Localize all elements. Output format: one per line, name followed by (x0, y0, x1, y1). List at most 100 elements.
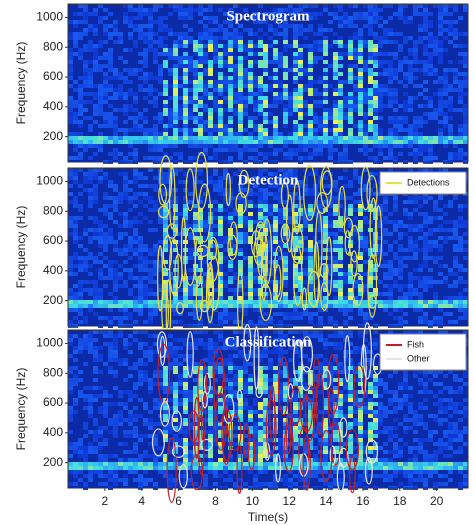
spectrogram-cell (228, 132, 233, 136)
spectrogram-cell (198, 378, 203, 382)
spectrogram-cell (263, 88, 268, 92)
spectrogram-cell (93, 176, 98, 180)
spectrogram-cell (143, 36, 148, 40)
spectrogram-cell (113, 342, 118, 346)
spectrogram-cell (273, 48, 278, 52)
spectrogram-cell (78, 184, 83, 188)
spectrogram-cell (178, 96, 183, 100)
spectrogram-cell (318, 140, 323, 144)
spectrogram-cell (413, 76, 418, 80)
spectrogram-cell (433, 204, 438, 208)
contour (261, 218, 273, 286)
spectrogram-cell (143, 60, 148, 64)
spectrogram-cell (173, 64, 178, 68)
spectrogram-cell (118, 330, 123, 334)
spectrogram-cell (183, 200, 188, 204)
spectrogram-cell (113, 140, 118, 144)
spectrogram-cell (153, 40, 158, 44)
spectrogram-cell (238, 72, 243, 76)
spectrogram-cell (248, 414, 253, 418)
spectrogram-cell (263, 312, 268, 316)
contour (185, 168, 195, 212)
spectrogram-cell (243, 200, 248, 204)
spectrogram-cell (238, 152, 243, 156)
spectrogram-cell (348, 20, 353, 24)
spectrogram-cell (358, 52, 363, 56)
spectrogram-cell (413, 208, 418, 212)
spectrogram-cell (253, 366, 258, 370)
spectrogram-cell (78, 350, 83, 354)
spectrogram-cell (458, 148, 463, 152)
spectrogram-cell (173, 124, 178, 128)
spectrogram-cell (408, 402, 413, 406)
spectrogram-cell (313, 56, 318, 60)
spectrogram-cell (368, 156, 373, 160)
spectrogram-cell (128, 422, 133, 426)
spectrogram-cell (238, 394, 243, 398)
spectrogram-cell (168, 72, 173, 76)
spectrogram-cell (388, 76, 393, 80)
spectrogram-cell (223, 358, 228, 362)
spectrogram-cell (258, 374, 263, 378)
spectrogram-cell (108, 64, 113, 68)
spectrogram-cell (193, 330, 198, 334)
spectrogram-cell (193, 220, 198, 224)
spectrogram-cell (248, 276, 253, 280)
spectrogram-cell (183, 204, 188, 208)
spectrogram-cell (203, 28, 208, 32)
spectrogram-cell (273, 300, 278, 304)
spectrogram-cell (283, 36, 288, 40)
spectrogram-cell (183, 370, 188, 374)
spectrogram-cell (428, 32, 433, 36)
spectrogram-cell (118, 236, 123, 240)
spectrogram-cell (298, 56, 303, 60)
spectrogram-cell (128, 144, 133, 148)
spectrogram-cell (268, 204, 273, 208)
spectrogram-cell (113, 136, 118, 140)
spectrogram-cell (258, 402, 263, 406)
spectrogram-cell (313, 112, 318, 116)
spectrogram-cell (338, 334, 343, 338)
spectrogram-cell (228, 260, 233, 264)
spectrogram-cell (318, 104, 323, 108)
spectrogram-cell (398, 256, 403, 260)
spectrogram-cell (448, 24, 453, 28)
spectrogram-cell (243, 76, 248, 80)
spectrogram-cell (163, 208, 168, 212)
spectrogram-cell (383, 68, 388, 72)
spectrogram-cell (243, 284, 248, 288)
spectrogram-cell (128, 418, 133, 422)
spectrogram-cell (388, 284, 393, 288)
spectrogram-cell (168, 120, 173, 124)
spectrogram-cell (318, 366, 323, 370)
spectrogram-cell (368, 28, 373, 32)
spectrogram-cell (338, 192, 343, 196)
spectrogram-cell (348, 394, 353, 398)
spectrogram-cell (318, 12, 323, 16)
spectrogram-cell (263, 296, 268, 300)
spectrogram-cell (73, 374, 78, 378)
spectrogram-cell (278, 212, 283, 216)
spectrogram-cell (218, 76, 223, 80)
spectrogram-cell (428, 68, 433, 72)
spectrogram-cell (438, 44, 443, 48)
spectrogram-cell (198, 398, 203, 402)
spectrogram-cell (158, 386, 163, 390)
spectrogram-cell (123, 104, 128, 108)
spectrogram-cell (378, 152, 383, 156)
spectrogram-cell (83, 20, 88, 24)
spectrogram-cell (203, 92, 208, 96)
spectrogram-cell (113, 244, 118, 248)
spectrogram-cell (133, 40, 138, 44)
spectrogram-cell (343, 272, 348, 276)
spectrogram-cell (278, 136, 283, 140)
spectrogram-cell (78, 156, 83, 160)
spectrogram-cell (423, 36, 428, 40)
spectrogram-cell (263, 390, 268, 394)
spectrogram-cell (263, 140, 268, 144)
spectrogram-cell (263, 320, 268, 324)
spectrogram-cell (358, 60, 363, 64)
spectrogram-cell (408, 200, 413, 204)
spectrogram-cell (98, 44, 103, 48)
